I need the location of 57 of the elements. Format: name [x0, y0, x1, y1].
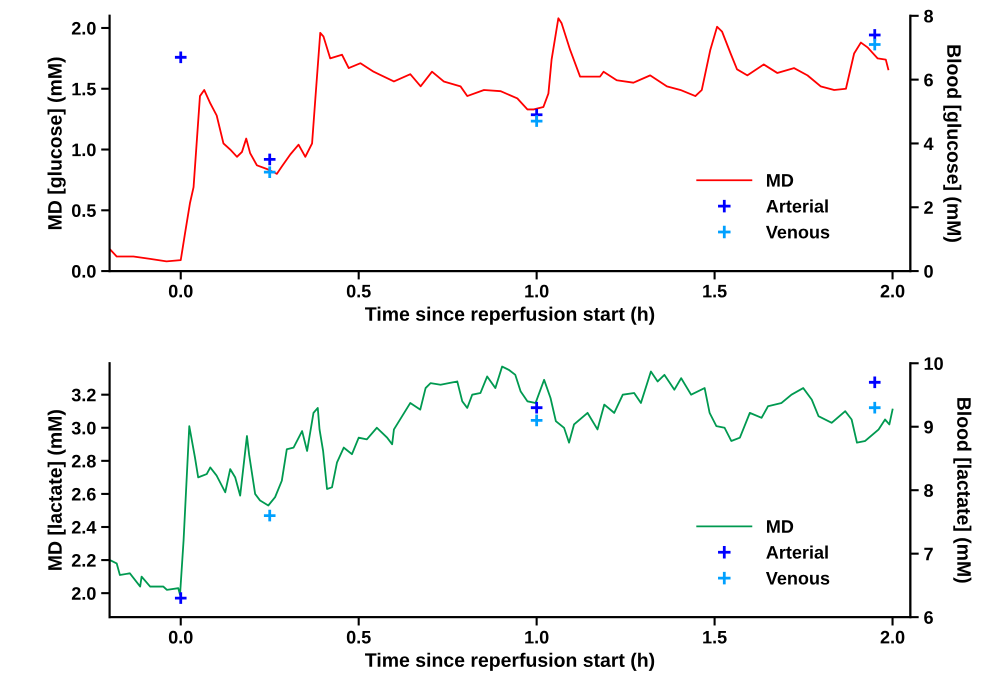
y-tick-label: 2.0	[72, 22, 96, 35]
legend-label: Venous	[766, 226, 830, 238]
line-series	[110, 17, 890, 262]
x-tick-label: 0.5	[346, 284, 371, 298]
y2-tick-label: 0	[924, 265, 933, 278]
legend-label: Arterial	[766, 546, 828, 559]
point	[529, 413, 544, 428]
y2-tick-label: 7	[924, 548, 933, 560]
legend-label: MD	[767, 174, 794, 187]
x-tick-label: 1.0	[525, 284, 548, 298]
x-axis-title: Time since reperfusion start (h)	[365, 652, 654, 671]
point	[262, 152, 277, 167]
point	[174, 590, 188, 606]
x-tick-label: 2.0	[880, 284, 904, 298]
y-tick-label: 2.2	[72, 554, 96, 567]
y2-tick-label: 8	[924, 10, 934, 23]
legend-label: Venous	[766, 572, 830, 585]
y-tick-label: 3.0	[72, 422, 96, 435]
x-axis-title: Time since reperfusion start (h)	[365, 306, 654, 325]
x-tick-label: 2.0	[880, 630, 904, 644]
legend-label: Arterial	[766, 199, 828, 213]
point	[529, 114, 544, 128]
point	[262, 508, 277, 523]
point	[262, 164, 277, 180]
y-tick-label: 2.4	[72, 520, 96, 534]
x-tick-label: 0.5	[346, 630, 371, 644]
y2-tick-label: 8	[924, 484, 934, 497]
legend-label: MD	[767, 520, 794, 533]
point	[529, 400, 544, 415]
x-tick-label: 1.5	[703, 630, 727, 644]
y-tick-label: 0.5	[72, 204, 96, 218]
y-tick-label: 2.8	[72, 454, 96, 468]
y-tick-label: 1.0	[72, 143, 96, 156]
y-axis-title: MD [glucose] (mM)	[48, 57, 66, 230]
point	[868, 37, 882, 52]
y-tick-label: 2.6	[72, 488, 96, 501]
y2-axis-title: Blood [lactate] (mM)	[953, 398, 972, 583]
y-tick-label: 0.0	[72, 265, 96, 278]
line-series	[110, 366, 894, 596]
y-axis-title: MD [lactate] (mM)	[48, 410, 66, 570]
y2-tick-label: 10	[924, 357, 943, 370]
y2-tick-label: 2	[924, 201, 933, 214]
y2-tick-label: 6	[924, 74, 933, 86]
x-tick-label: 1.0	[525, 630, 548, 644]
y2-tick-label: 6	[924, 611, 933, 624]
y2-tick-label: 4	[924, 138, 934, 150]
point	[174, 50, 188, 64]
point	[868, 375, 882, 390]
x-tick-label: 1.5	[703, 284, 727, 298]
y2-axis-title: Blood [glucose] (mM)	[943, 45, 962, 242]
y-tick-label: 1.5	[72, 82, 96, 96]
x-tick-label: 0.0	[168, 630, 193, 644]
y2-tick-label: 9	[924, 420, 933, 434]
point	[868, 400, 882, 415]
y-tick-label: 2.0	[72, 587, 96, 600]
y-tick-label: 3.2	[72, 388, 96, 402]
x-tick-label: 0.0	[168, 284, 193, 298]
